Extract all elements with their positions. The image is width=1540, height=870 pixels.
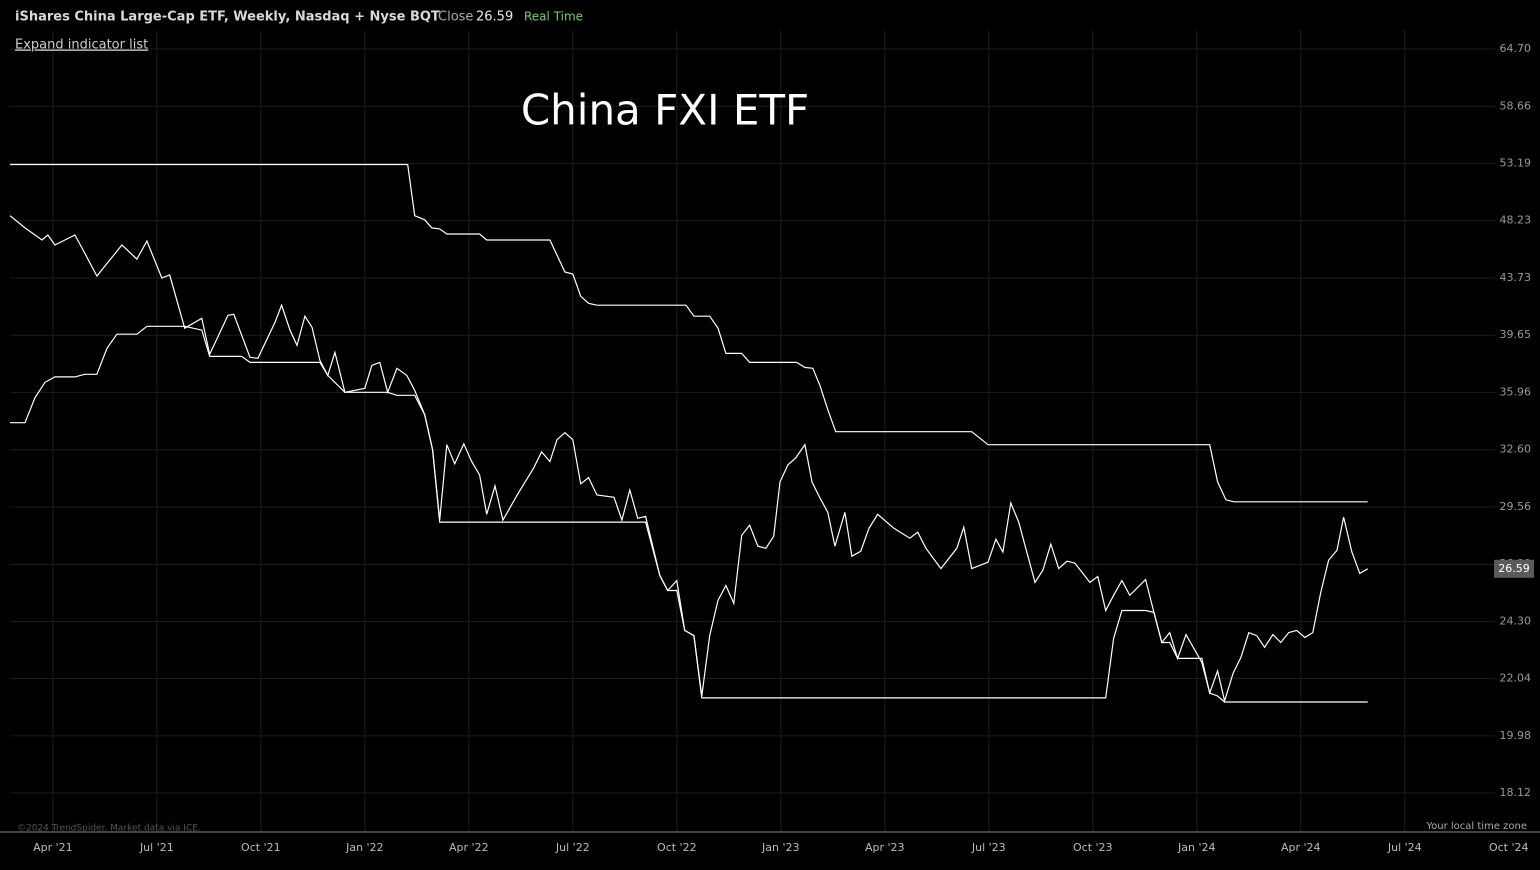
x-tick-label: Apr '24 <box>1281 841 1321 854</box>
y-axis-panel <box>1495 0 1540 832</box>
x-tick-label: Jan '23 <box>761 841 799 854</box>
plot-area <box>9 30 1510 832</box>
price-line <box>10 163 1368 503</box>
timezone: Your local time zone <box>1425 821 1527 832</box>
price-line <box>9 215 1369 704</box>
y-tick-label: 35.96 <box>1500 385 1532 398</box>
x-tick-label: Oct '24 <box>1489 841 1529 854</box>
x-tick-label: Jul '22 <box>555 841 590 854</box>
close-value: 26.59 <box>476 10 513 25</box>
y-tick-label: 22.04 <box>1500 672 1532 685</box>
copyright: ©2024 TrendSpider. Market data via ICE. <box>17 824 201 834</box>
y-tick-label: 48.23 <box>1500 214 1532 227</box>
y-tick-label: 24.30 <box>1500 614 1532 627</box>
chart-title: China FXI ETF <box>521 86 809 135</box>
x-tick-label: Oct '22 <box>657 841 697 854</box>
x-tick-label: Jul '24 <box>1387 841 1422 854</box>
expand-indicators[interactable]: Expand indicator list <box>15 38 148 53</box>
y-tick-label: 58.66 <box>1500 99 1532 112</box>
x-tick-label: Jan '24 <box>1177 841 1215 854</box>
x-tick-label: Oct '23 <box>1073 841 1113 854</box>
symbol-title: iShares China Large-Cap ETF, Weekly, Nas… <box>15 10 440 25</box>
y-tick-label: 18.12 <box>1500 786 1532 799</box>
realtime-badge: Real Time <box>524 10 583 24</box>
x-tick-label: Apr '22 <box>449 841 489 854</box>
x-tick-label: Oct '21 <box>241 841 281 854</box>
y-tick-label: 43.73 <box>1500 271 1532 284</box>
y-tick-label: 53.19 <box>1500 157 1532 170</box>
price-tag-label: 26.59 <box>1498 562 1530 575</box>
close-label: Close <box>438 10 473 25</box>
y-tick-label: 29.56 <box>1500 500 1532 513</box>
x-tick-label: Jul '23 <box>971 841 1006 854</box>
x-tick-label: Apr '21 <box>33 841 73 854</box>
x-tick-label: Jul '21 <box>139 841 174 854</box>
y-tick-label: 19.98 <box>1500 729 1532 742</box>
x-tick-label: Jan '22 <box>345 841 383 854</box>
x-tick-label: Apr '23 <box>865 841 905 854</box>
price-line <box>10 325 1368 703</box>
price-tag <box>1494 559 1534 578</box>
y-tick-label: 32.60 <box>1500 443 1532 456</box>
y-tick-label: 39.65 <box>1500 328 1532 341</box>
y-tick-label: 64.70 <box>1500 42 1532 55</box>
